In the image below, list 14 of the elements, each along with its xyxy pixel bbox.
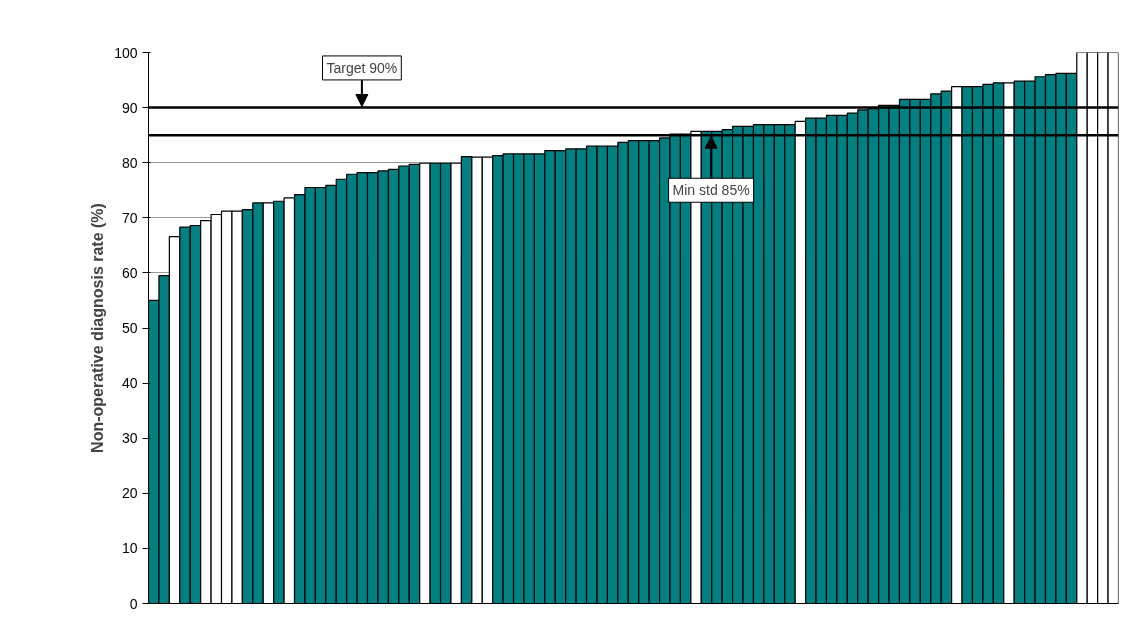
y-tick-label: 10 (121, 540, 138, 557)
y-tick-label: 50 (121, 320, 138, 336)
y-tick-label: 70 (121, 209, 138, 226)
y-tick-label: 20 (121, 485, 138, 502)
ref-line-label: Min std 85% (672, 182, 750, 199)
y-tick-label: 60 (121, 264, 138, 281)
ref-line-label: Target 90% (326, 59, 398, 76)
y-tick-label: 0 (129, 595, 138, 612)
y-axis-title: Non-operative diagnosis rate (%) (89, 203, 107, 453)
y-tick-label: 100 (114, 44, 138, 61)
y-tick-label: 80 (121, 154, 138, 171)
y-tick-label: 90 (121, 99, 138, 116)
y-tick-label: 30 (121, 430, 138, 447)
y-tick-label: 40 (121, 375, 138, 392)
